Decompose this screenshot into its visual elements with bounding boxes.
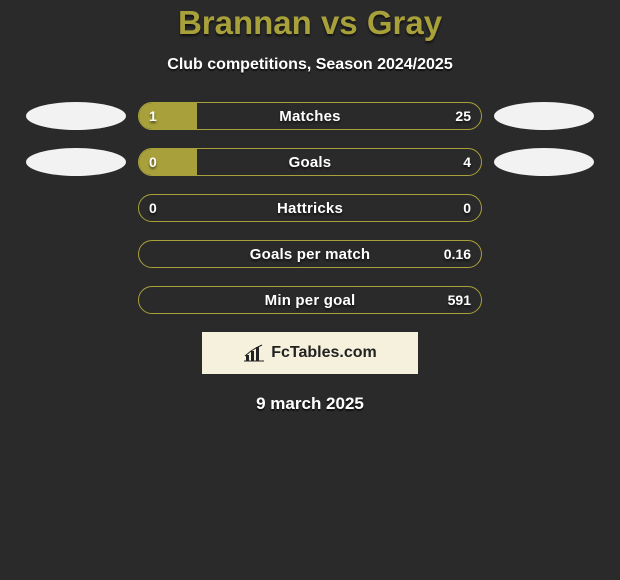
stat-label: Hattricks	[139, 195, 481, 221]
comparison-rows: 1Matches250Goals40Hattricks0Goals per ma…	[0, 102, 620, 314]
page-date: 9 march 2025	[0, 394, 620, 414]
stat-bar: 0Goals4	[138, 148, 482, 176]
stat-label: Min per goal	[139, 287, 481, 313]
stat-right-value: 4	[463, 149, 471, 175]
stat-right-value: 591	[448, 287, 471, 313]
page-title: Brannan vs Gray	[0, 4, 620, 42]
left-ellipse	[26, 148, 126, 176]
stat-bar: 0Hattricks0	[138, 194, 482, 222]
stat-bar: Goals per match0.16	[138, 240, 482, 268]
brand-box[interactable]: FcTables.com	[202, 332, 418, 374]
brand-label: FcTables.com	[271, 344, 377, 362]
stat-right-value: 0	[463, 195, 471, 221]
right-ellipse	[494, 102, 594, 130]
comparison-row: Min per goal591	[0, 286, 620, 314]
right-ellipse	[494, 148, 594, 176]
stat-right-value: 25	[455, 103, 471, 129]
comparison-row: 0Goals4	[0, 148, 620, 176]
stat-label: Goals per match	[139, 241, 481, 267]
stat-right-value: 0.16	[444, 241, 471, 267]
page-subtitle: Club competitions, Season 2024/2025	[0, 56, 620, 74]
comparison-row: 0Hattricks0	[0, 194, 620, 222]
stat-label: Matches	[139, 103, 481, 129]
bar-chart-icon	[243, 344, 265, 362]
comparison-row: 1Matches25	[0, 102, 620, 130]
stat-label: Goals	[139, 149, 481, 175]
comparison-row: Goals per match0.16	[0, 240, 620, 268]
stat-bar: Min per goal591	[138, 286, 482, 314]
left-ellipse	[26, 102, 126, 130]
stat-bar: 1Matches25	[138, 102, 482, 130]
